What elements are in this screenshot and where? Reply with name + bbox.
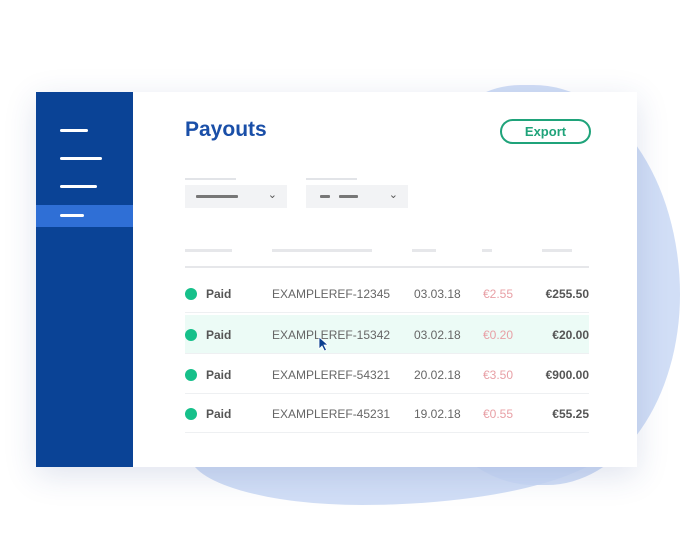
sidebar-item-2[interactable] bbox=[60, 157, 102, 160]
reference: EXAMPLEREF-45231 bbox=[272, 407, 391, 421]
reference: EXAMPLEREF-12345 bbox=[272, 287, 391, 301]
status-dot-icon bbox=[185, 408, 197, 420]
filter-label-2 bbox=[306, 178, 357, 180]
status-text: Paid bbox=[206, 407, 232, 421]
sidebar-item-1[interactable] bbox=[60, 129, 88, 132]
status-dot-icon bbox=[185, 288, 197, 300]
header-divider bbox=[185, 266, 589, 268]
date: 03.03.18 bbox=[414, 287, 461, 301]
status-text: Paid bbox=[206, 368, 232, 382]
amount: €55.25 bbox=[552, 407, 589, 421]
reference: EXAMPLEREF-15342 bbox=[272, 328, 391, 342]
filter-select-1[interactable]: ⌄ bbox=[185, 185, 287, 208]
chevron-down-icon: ⌄ bbox=[388, 189, 398, 201]
fee: €0.20 bbox=[483, 328, 514, 342]
table-row[interactable]: Paid EXAMPLEREF-15342 03.02.18 €0.20 €20… bbox=[185, 315, 589, 354]
fee: €3.50 bbox=[483, 368, 514, 382]
payouts-card: Payouts Export ⌄ ⌄ Paid EXAMPLEREF-12345… bbox=[36, 92, 637, 467]
export-button[interactable]: Export bbox=[500, 119, 591, 144]
sidebar bbox=[36, 92, 133, 467]
reference: EXAMPLEREF-54321 bbox=[272, 368, 391, 382]
page-title: Payouts bbox=[185, 118, 267, 141]
sidebar-item-3[interactable] bbox=[60, 185, 97, 188]
fee: €0.55 bbox=[483, 407, 514, 421]
filter-select-2[interactable]: ⌄ bbox=[306, 185, 408, 208]
mouse-cursor-icon bbox=[318, 336, 330, 352]
amount: €255.50 bbox=[545, 287, 589, 301]
filter-label-1 bbox=[185, 178, 236, 180]
fee: €2.55 bbox=[483, 287, 514, 301]
table-row[interactable]: Paid EXAMPLEREF-45231 19.02.18 €0.55 €55… bbox=[185, 394, 589, 433]
amount: €900.00 bbox=[545, 368, 589, 382]
date: 03.02.18 bbox=[414, 328, 461, 342]
amount: €20.00 bbox=[552, 328, 589, 342]
table-row[interactable]: Paid EXAMPLEREF-12345 03.03.18 €2.55 €25… bbox=[185, 274, 589, 313]
date: 20.02.18 bbox=[414, 368, 461, 382]
column-header-status bbox=[185, 249, 232, 252]
column-header-date bbox=[412, 249, 436, 252]
column-header-fee bbox=[482, 249, 492, 252]
status-text: Paid bbox=[206, 287, 232, 301]
status-dot-icon bbox=[185, 329, 197, 341]
column-header-amount bbox=[542, 249, 572, 252]
column-header-ref bbox=[272, 249, 372, 252]
chevron-down-icon: ⌄ bbox=[267, 189, 277, 201]
table-row[interactable]: Paid EXAMPLEREF-54321 20.02.18 €3.50 €90… bbox=[185, 355, 589, 394]
sidebar-item-active[interactable] bbox=[36, 205, 133, 227]
date: 19.02.18 bbox=[414, 407, 461, 421]
sidebar-item-4[interactable] bbox=[60, 214, 84, 217]
status-text: Paid bbox=[206, 328, 232, 342]
status-dot-icon bbox=[185, 369, 197, 381]
